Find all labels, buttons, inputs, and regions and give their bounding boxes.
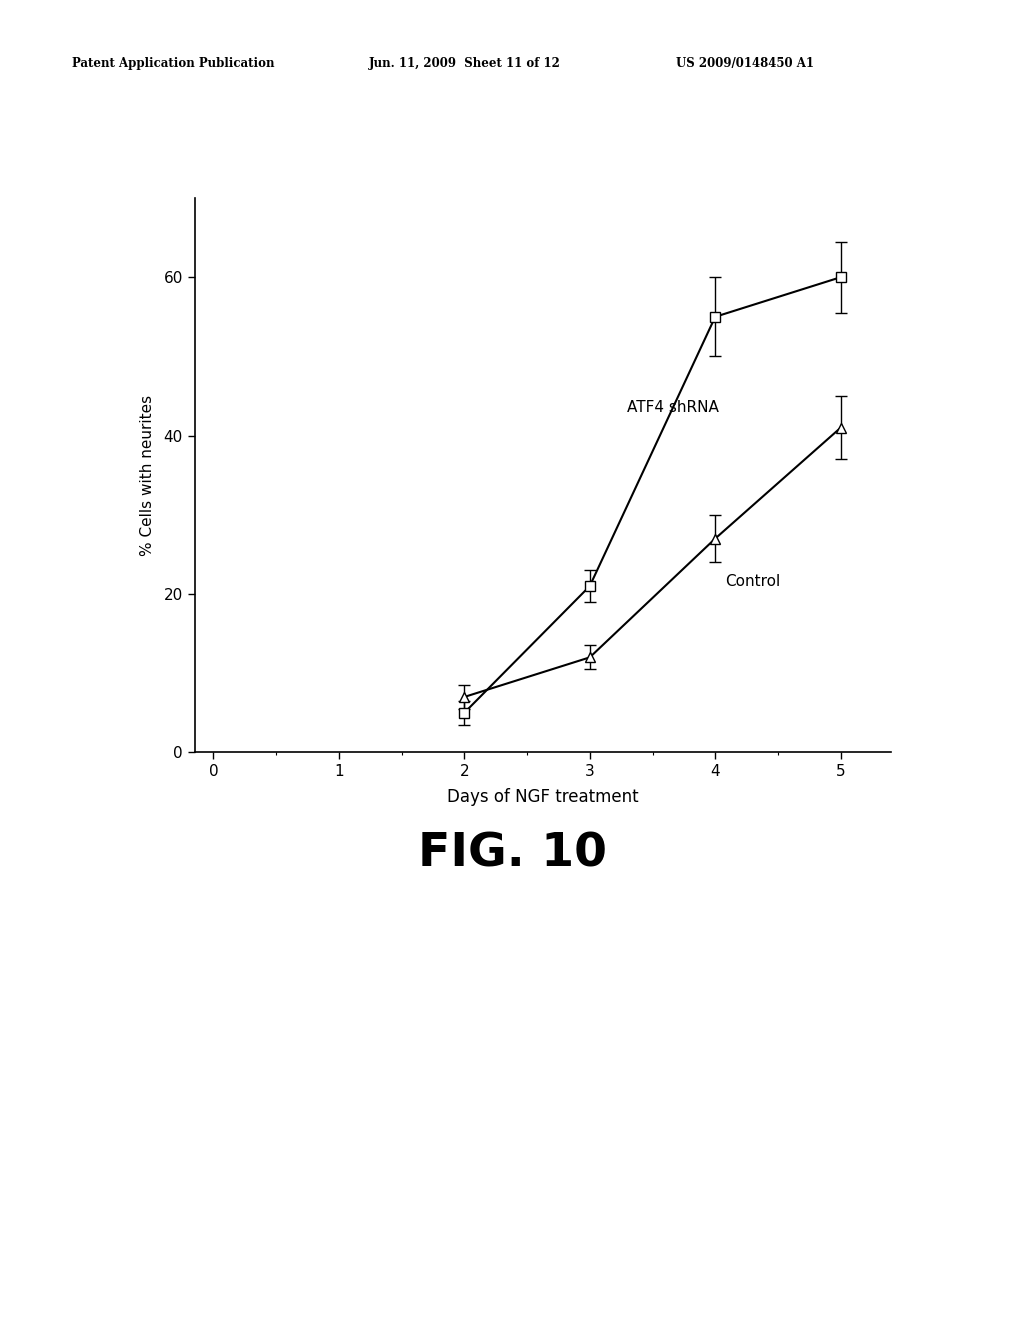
Text: FIG. 10: FIG. 10: [418, 832, 606, 876]
Text: Patent Application Publication: Patent Application Publication: [72, 57, 274, 70]
Text: US 2009/0148450 A1: US 2009/0148450 A1: [676, 57, 814, 70]
Text: ATF4 shRNA: ATF4 shRNA: [628, 400, 719, 414]
Text: Control: Control: [725, 574, 780, 589]
Text: Jun. 11, 2009  Sheet 11 of 12: Jun. 11, 2009 Sheet 11 of 12: [369, 57, 560, 70]
Y-axis label: % Cells with neurites: % Cells with neurites: [140, 395, 155, 556]
X-axis label: Days of NGF treatment: Days of NGF treatment: [446, 788, 639, 805]
